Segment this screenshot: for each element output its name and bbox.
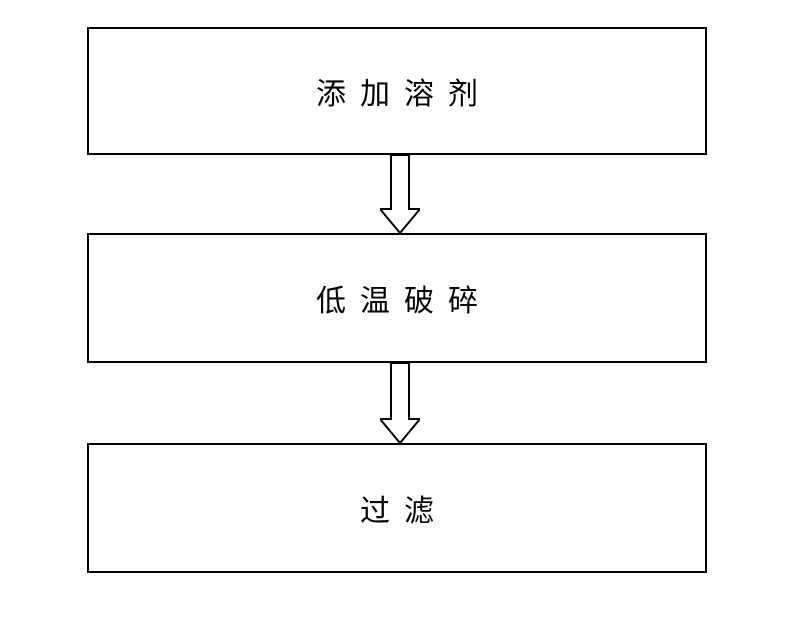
flowchart-node-step2: 低温破碎 <box>87 233 707 363</box>
flowchart-node-step1: 添加溶剂 <box>87 27 707 155</box>
node-label: 低温破碎 <box>302 276 492 320</box>
arrow-down-icon <box>380 155 420 233</box>
flowchart-node-step3: 过滤 <box>87 443 707 573</box>
flowchart-canvas: 添加溶剂 低温破碎 过滤 <box>0 0 800 620</box>
arrow-down-icon <box>380 363 420 443</box>
node-label: 添加溶剂 <box>302 69 492 113</box>
node-label: 过滤 <box>346 486 448 530</box>
